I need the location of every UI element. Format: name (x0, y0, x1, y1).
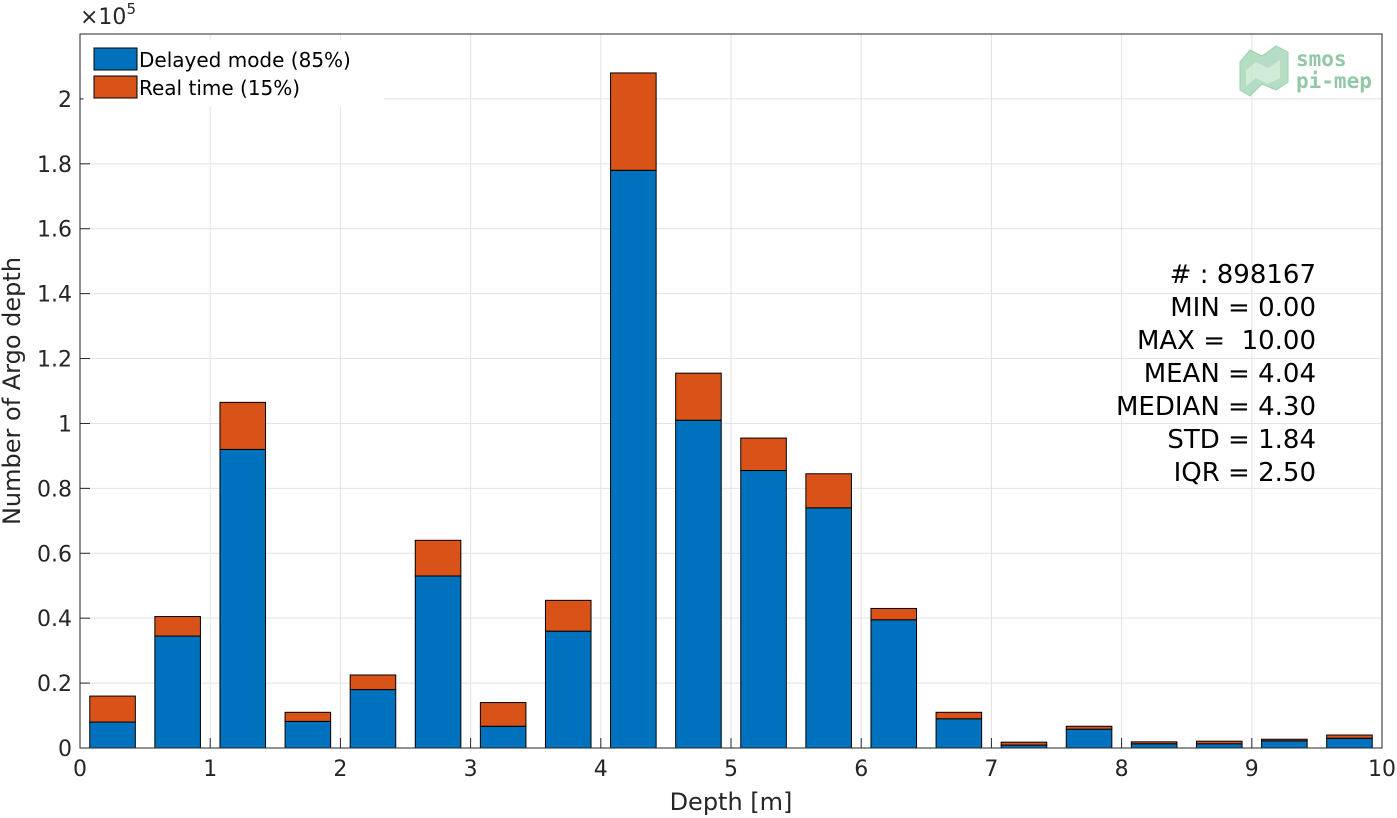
y-multiplier-base: ×10 (80, 5, 126, 30)
y-tick-label-5: 1 (58, 412, 72, 437)
bar-realtime-12 (870, 607, 918, 621)
stat-count: # : 898167 (1170, 260, 1316, 290)
bar-realtime-10 (740, 437, 787, 472)
bar-realtime-6 (479, 702, 527, 727)
stat-iqr: IQR = 2.50 (1174, 458, 1316, 488)
y-multiplier-exponent: 5 (126, 0, 136, 18)
y-tick-label-2: 0.4 (37, 607, 72, 632)
x-tick-label-3: 3 (464, 757, 478, 782)
statistics-annotation: # : 898167 MIN = 0.00 MAX = 10.00 MEAN =… (1116, 260, 1316, 488)
x-tick-label-9: 9 (1245, 757, 1259, 782)
bar-realtime-9 (675, 372, 722, 421)
bar-realtime-3 (284, 711, 332, 722)
bar-realtime-19 (1326, 734, 1373, 739)
stat-mean: MEAN = 4.04 (1144, 359, 1316, 389)
logo-line2: pi-mep (1296, 69, 1372, 93)
stat-max: MAX = 10.00 (1137, 326, 1316, 356)
bar-delayed-16 (1130, 743, 1178, 749)
y-tick-label-4: 0.8 (37, 477, 72, 502)
bar-realtime-8 (610, 72, 657, 171)
bar-delayed-18 (1261, 740, 1308, 749)
x-tick-label-2: 2 (333, 757, 347, 782)
bar-realtime-15 (1065, 725, 1113, 730)
bar-realtime-13 (935, 711, 983, 720)
x-tick-label-1: 1 (203, 757, 217, 782)
bar-delayed-13 (935, 718, 983, 749)
bar-realtime-5 (414, 539, 462, 577)
bar-delayed-6 (479, 725, 527, 749)
bar-realtime-11 (805, 473, 852, 509)
y-tick-label-8: 1.6 (37, 218, 72, 243)
logo-line1: smos (1296, 47, 1347, 71)
bar-delayed-1 (154, 635, 201, 749)
bar-delayed-3 (284, 720, 332, 749)
bar-delayed-17 (1195, 743, 1243, 749)
x-tick-label-0: 0 (73, 757, 87, 782)
x-tick-label-10: 10 (1368, 757, 1396, 782)
bar-delayed-10 (740, 470, 787, 749)
legend: Delayed mode (85%) Real time (15%) (83, 39, 385, 107)
bar-realtime-17 (1195, 740, 1243, 745)
bar-realtime-2 (219, 401, 267, 450)
bar-delayed-8 (610, 169, 657, 749)
y-tick-label-1: 0.2 (37, 672, 72, 697)
y-axis-title: Number of Argo depth (0, 257, 26, 525)
bar-delayed-5 (414, 575, 462, 749)
bar-delayed-7 (544, 630, 592, 749)
x-axis-title: Depth [m] (670, 788, 793, 816)
y-tick-label-9: 1.8 (37, 153, 72, 178)
x-tick-label-8: 8 (1115, 757, 1129, 782)
x-tick-label-7: 7 (984, 757, 998, 782)
y-multiplier: ×105 (80, 0, 136, 30)
bar-delayed-0 (89, 721, 136, 749)
y-tick-label-10: 2 (58, 88, 72, 113)
bar-realtime-14 (1000, 741, 1048, 746)
bar-delayed-9 (675, 419, 722, 749)
bar-delayed-19 (1326, 737, 1373, 749)
y-tick-label-0: 0 (58, 737, 72, 762)
legend-label-realtime: Real time (15%) (139, 76, 300, 100)
y-tick-label-6: 1.2 (37, 348, 72, 373)
x-tick-label-6: 6 (854, 757, 868, 782)
legend-swatch-delayed (93, 47, 138, 71)
bar-realtime-18 (1261, 738, 1308, 742)
bars (89, 72, 1373, 749)
x-tick-label-4: 4 (594, 757, 608, 782)
logo-wave-icon-inner (1246, 60, 1280, 86)
bar-delayed-15 (1065, 728, 1113, 749)
bar-delayed-2 (219, 448, 267, 749)
legend-label-delayed: Delayed mode (85%) (139, 48, 351, 72)
smos-pi-mep-logo: smos pi-mep (1239, 45, 1372, 97)
stat-median: MEDIAN = 4.30 (1116, 392, 1316, 422)
y-tick-label-7: 1.4 (37, 283, 72, 308)
bar-delayed-12 (870, 619, 918, 749)
stat-std: STD = 1.84 (1167, 425, 1316, 455)
tick-labels: 0 1 2 3 4 5 6 7 8 9 10 0 0.2 0.4 0.6 0.8 1 1.2 1.4 1.6 1.8 2 (37, 88, 1396, 782)
x-tick-label-5: 5 (724, 757, 738, 782)
bar-delayed-4 (349, 689, 397, 749)
bar-realtime-1 (154, 616, 201, 637)
stat-min: MIN = 0.00 (1170, 293, 1316, 323)
bar-delayed-11 (805, 507, 852, 749)
bar-realtime-16 (1130, 741, 1178, 745)
bar-realtime-0 (89, 695, 136, 723)
bar-realtime-7 (544, 599, 592, 632)
legend-swatch-realtime (93, 75, 138, 99)
y-tick-label-3: 0.6 (37, 542, 72, 567)
bar-realtime-4 (349, 674, 397, 691)
